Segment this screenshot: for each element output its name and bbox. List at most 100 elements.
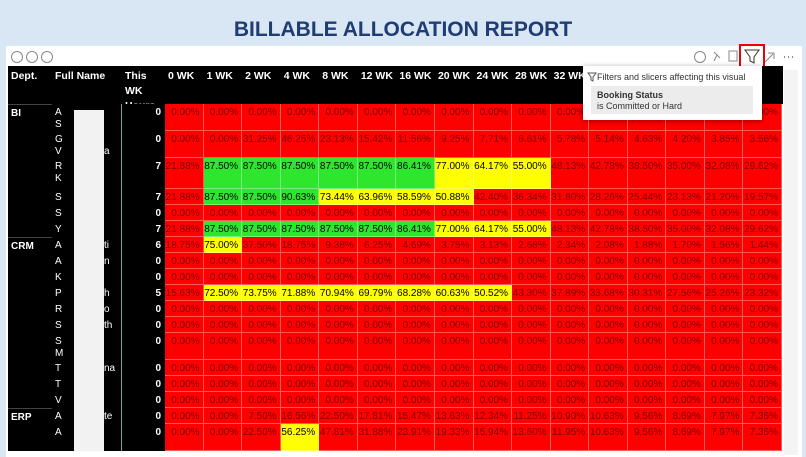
- allocation-cell: 0.00%: [242, 392, 281, 408]
- allocation-cell: 0.00%: [550, 392, 590, 408]
- allocation-cell: 16.56%: [280, 408, 320, 424]
- allocation-cell: 18.75%: [280, 237, 320, 253]
- column-header: 12 WK: [357, 66, 398, 104]
- allocation-cell: 0.00%: [512, 269, 551, 285]
- report-title: BILLABLE ALLOCATION REPORT: [233, 18, 573, 41]
- allocation-cell: 0.00%: [473, 205, 513, 221]
- dept-cell: [8, 333, 52, 360]
- allocation-cell: 0.00%: [357, 253, 397, 269]
- allocation-cell: 0.00%: [319, 333, 358, 360]
- allocation-cell: 38.50%: [627, 158, 667, 189]
- filter-icon[interactable]: [744, 49, 760, 64]
- allocation-cell: 11.95%: [550, 424, 590, 451]
- allocation-cell: 0.00%: [319, 392, 358, 408]
- copy-icon[interactable]: [728, 50, 738, 62]
- hours-cell: 5: [122, 285, 165, 301]
- allocation-cell: 0.00%: [280, 253, 320, 269]
- dept-cell: [8, 131, 52, 158]
- dept-cell: CRM: [8, 237, 52, 253]
- drill-icon[interactable]: [26, 51, 38, 63]
- allocation-cell: 0.00%: [396, 104, 435, 131]
- expand-icon[interactable]: [41, 51, 53, 63]
- allocation-cell: 0.00%: [203, 317, 243, 333]
- allocation-cell: 0.00%: [242, 317, 281, 333]
- allocation-cell: 0.00%: [743, 269, 782, 285]
- allocation-cell: 0.00%: [165, 131, 204, 158]
- drill-up-icon[interactable]: [11, 51, 23, 63]
- allocation-cell: 31.25%: [242, 131, 281, 158]
- allocation-cell: 3.56%: [743, 131, 782, 158]
- allocation-cell: 48.13%: [550, 221, 590, 237]
- hours-cell: 0: [122, 269, 165, 285]
- allocation-cell: 87.50%: [357, 221, 397, 237]
- allocation-cell: 21.88%: [165, 221, 204, 237]
- allocation-cell: 69.79%: [357, 285, 397, 301]
- name-tail: te: [104, 411, 113, 422]
- pin-icon[interactable]: [713, 51, 721, 62]
- allocation-cell: 42.78%: [589, 158, 628, 189]
- allocation-cell: 0.00%: [319, 360, 358, 376]
- allocation-cell: 0.00%: [165, 424, 204, 451]
- allocation-cell: 0.00%: [434, 333, 474, 360]
- allocation-cell: 0.00%: [203, 392, 243, 408]
- allocation-cell: 0.00%: [627, 269, 667, 285]
- allocation-cell: 0.00%: [242, 253, 281, 269]
- focus-icon[interactable]: [764, 52, 775, 63]
- allocation-cell: 55.00%: [512, 158, 551, 189]
- allocation-cell: 0.00%: [550, 253, 590, 269]
- allocation-cell: 42.78%: [589, 221, 628, 237]
- hours-cell: 7: [122, 189, 165, 205]
- hours-cell: 0: [122, 253, 165, 269]
- allocation-cell: 0.00%: [473, 253, 513, 269]
- allocation-cell: 0.00%: [666, 376, 705, 392]
- allocation-cell: 9.56%: [627, 408, 667, 424]
- allocation-cell: 0.00%: [627, 376, 667, 392]
- name-text: S: [55, 208, 62, 219]
- name-text: K: [55, 272, 62, 283]
- drill-down-icon[interactable]: [694, 51, 706, 63]
- hours-cell: 0: [122, 408, 165, 424]
- allocation-cell: 4.69%: [396, 237, 435, 253]
- allocation-cell: 0.00%: [743, 376, 782, 392]
- allocation-cell: 0.00%: [203, 253, 243, 269]
- dept-cell: [8, 158, 52, 189]
- allocation-cell: 0.00%: [280, 333, 320, 360]
- allocation-cell: 0.00%: [165, 317, 204, 333]
- allocation-cell: 0.00%: [704, 333, 744, 360]
- allocation-cell: 0.00%: [743, 360, 782, 376]
- allocation-cell: 0.00%: [589, 317, 628, 333]
- allocation-cell: 0.00%: [357, 317, 397, 333]
- allocation-cell: 0.00%: [512, 360, 551, 376]
- hours-cell: 0: [122, 392, 165, 408]
- allocation-cell: 22.50%: [242, 424, 281, 451]
- allocation-cell: 25.26%: [704, 285, 744, 301]
- allocation-cell: 0.00%: [434, 317, 474, 333]
- allocation-cell: 0.00%: [396, 205, 435, 221]
- allocation-cell: 36.34%: [512, 189, 551, 205]
- allocation-cell: 43.30%: [512, 285, 551, 301]
- name-text: K: [55, 173, 62, 184]
- dept-cell: [8, 317, 52, 333]
- allocation-cell: 29.62%: [743, 221, 782, 237]
- allocation-cell: 72.50%: [203, 285, 243, 301]
- popup-heading: Filters and slicers affecting this visua…: [597, 72, 746, 82]
- name-text: V: [55, 395, 62, 406]
- hours-cell: 0: [122, 424, 165, 451]
- hours-cell: 0: [122, 376, 165, 392]
- allocation-cell: 0.00%: [165, 205, 204, 221]
- dept-cell: [8, 269, 52, 285]
- allocation-cell: 0.00%: [357, 376, 397, 392]
- allocation-cell: 0.00%: [704, 269, 744, 285]
- allocation-cell: 0.00%: [280, 360, 320, 376]
- allocation-cell: 0.00%: [357, 269, 397, 285]
- name-tail: th: [104, 320, 113, 331]
- name-text: A: [55, 256, 62, 267]
- name-tail: o: [104, 304, 110, 315]
- allocation-cell: 18.75%: [165, 237, 204, 253]
- column-header: 0 WK: [165, 66, 205, 104]
- allocation-cell: 0.00%: [165, 301, 204, 317]
- name-text: S: [55, 119, 62, 130]
- allocation-cell: 1.56%: [704, 237, 744, 253]
- filter-card[interactable]: Booking Status is Committed or Hard: [591, 86, 753, 114]
- name-text: T: [55, 379, 62, 390]
